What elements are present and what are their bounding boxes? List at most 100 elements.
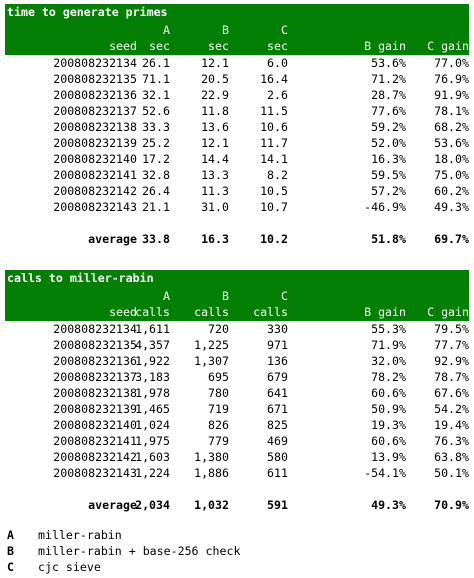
miller-rabin-calls-table: calls to miller-rabin A B C seed calls c… — [5, 270, 469, 513]
b-cell: 826 — [208, 418, 229, 432]
b-cell: 12.1 — [201, 136, 229, 150]
b-gain-cell: 60.6% — [371, 386, 406, 400]
table-row: 200808232142 26.4 11.3 10.5 57.2% 60.2% — [5, 183, 469, 199]
a-cell: 1,603 — [135, 450, 170, 464]
a-cell: 4,357 — [135, 338, 170, 352]
b-gain-cell: 50.9% — [371, 402, 406, 416]
summary-b: 1,032 — [194, 498, 229, 512]
a-cell: 52.6 — [142, 104, 170, 118]
b-cell: 13.3 — [201, 168, 229, 182]
b-gain-cell: 59.2% — [371, 120, 406, 134]
summary-b-gain: 51.8% — [371, 232, 406, 246]
table-row: 200808232138 1,978 780 641 60.6% 67.6% — [5, 385, 469, 401]
b-cell: 1,886 — [194, 466, 229, 480]
seed-cell: 200808232134 — [53, 56, 137, 70]
col-a-unit: calls — [135, 305, 170, 319]
seed-cell: 200808232140 — [53, 418, 137, 432]
b-gain-cell: 19.3% — [371, 418, 406, 432]
c-gain-cell: 79.5% — [434, 322, 469, 336]
c-gain-cell: 76.9% — [434, 72, 469, 86]
seed-cell: 200808232138 — [53, 386, 137, 400]
seed-cell: 200808232135 — [53, 338, 137, 352]
c-gain-cell: 63.8% — [434, 450, 469, 464]
c-cell: 330 — [267, 322, 288, 336]
b-gain-cell: 71.9% — [371, 338, 406, 352]
c-gain-cell: 92.9% — [434, 354, 469, 368]
legend-key: C — [7, 560, 14, 574]
table-row: 200808232139 1,465 719 671 50.9% 54.2% — [5, 401, 469, 417]
a-cell: 32.1 — [142, 88, 170, 102]
col-c-gain-header: C gain — [427, 305, 469, 319]
table-row: 200808232143 21.1 31.0 10.7 -46.9% 49.3% — [5, 199, 469, 215]
b-cell: 13.6 — [201, 120, 229, 134]
b-cell: 1,380 — [194, 450, 229, 464]
col-c-unit: calls — [253, 305, 288, 319]
a-cell: 26.4 — [142, 184, 170, 198]
table-row: 200808232134 26.1 12.1 6.0 53.6% 77.0% — [5, 55, 469, 71]
c-gain-cell: 60.2% — [434, 184, 469, 198]
a-cell: 1,975 — [135, 434, 170, 448]
summary-b-gain: 49.3% — [371, 498, 406, 512]
seed-cell: 200808232143 — [53, 466, 137, 480]
b-cell: 779 — [208, 434, 229, 448]
summary-row: average 2,034 1,032 591 49.3% 70.9% — [5, 497, 469, 513]
col-b-gain-header: B gain — [364, 39, 406, 53]
col-b-header: B — [222, 23, 229, 37]
a-cell: 21.1 — [142, 200, 170, 214]
table-row: 200808232138 33.3 13.6 10.6 59.2% 68.2% — [5, 119, 469, 135]
seed-cell: 200808232138 — [53, 120, 137, 134]
seed-cell: 200808232137 — [53, 370, 137, 384]
col-c-unit: sec — [267, 39, 288, 53]
c-cell: 6.0 — [267, 56, 288, 70]
table-row: 200808232142 1,603 1,380 580 13.9% 63.8% — [5, 449, 469, 465]
c-gain-cell: 78.7% — [434, 370, 469, 384]
b-gain-cell: 28.7% — [371, 88, 406, 102]
col-b-unit: sec — [208, 39, 229, 53]
table-title: calls to miller-rabin — [5, 270, 469, 287]
c-cell: 469 — [267, 434, 288, 448]
table-row: 200808232135 4,357 1,225 971 71.9% 77.7% — [5, 337, 469, 353]
c-cell: 10.5 — [260, 184, 288, 198]
summary-a: 2,034 — [135, 498, 170, 512]
c-cell: 671 — [267, 402, 288, 416]
c-cell: 11.5 — [260, 104, 288, 118]
a-cell: 1,922 — [135, 354, 170, 368]
a-cell: 33.3 — [142, 120, 170, 134]
a-cell: 1,978 — [135, 386, 170, 400]
seed-cell: 200808232139 — [53, 402, 137, 416]
b-gain-cell: 16.3% — [371, 152, 406, 166]
c-cell: 14.1 — [260, 152, 288, 166]
c-cell: 16.4 — [260, 72, 288, 86]
a-cell: 17.2 — [142, 152, 170, 166]
c-gain-cell: 78.1% — [434, 104, 469, 118]
b-cell: 31.0 — [201, 200, 229, 214]
seed-cell: 200808232140 — [53, 152, 137, 166]
col-a-unit: sec — [149, 39, 170, 53]
legend-text: cjc sieve — [38, 560, 101, 574]
c-cell: 580 — [267, 450, 288, 464]
seed-cell: 200808232136 — [53, 354, 137, 368]
c-gain-cell: 68.2% — [434, 120, 469, 134]
b-gain-cell: 13.9% — [371, 450, 406, 464]
a-cell: 71.1 — [142, 72, 170, 86]
c-gain-cell: 67.6% — [434, 386, 469, 400]
seed-cell: 200808232141 — [53, 434, 137, 448]
a-cell: 3,183 — [135, 370, 170, 384]
summary-c-gain: 69.7% — [434, 232, 469, 246]
seed-cell: 200808232136 — [53, 88, 137, 102]
col-seed-header: seed — [109, 305, 137, 319]
seed-cell: 200808232134 — [53, 322, 137, 336]
b-cell: 20.5 — [201, 72, 229, 86]
c-cell: 11.7 — [260, 136, 288, 150]
legend-key: B — [7, 544, 14, 558]
b-gain-cell: 52.0% — [371, 136, 406, 150]
table-row: 200808232135 71.1 20.5 16.4 71.2% 76.9% — [5, 71, 469, 87]
legend-key: A — [7, 528, 14, 542]
c-gain-cell: 76.3% — [434, 434, 469, 448]
b-cell: 11.3 — [201, 184, 229, 198]
seed-cell: 200808232142 — [53, 184, 137, 198]
b-cell: 780 — [208, 386, 229, 400]
table-row: 200808232136 1,922 1,307 136 32.0% 92.9% — [5, 353, 469, 369]
c-cell: 10.7 — [260, 200, 288, 214]
table-row: 200808232141 32.8 13.3 8.2 59.5% 75.0% — [5, 167, 469, 183]
